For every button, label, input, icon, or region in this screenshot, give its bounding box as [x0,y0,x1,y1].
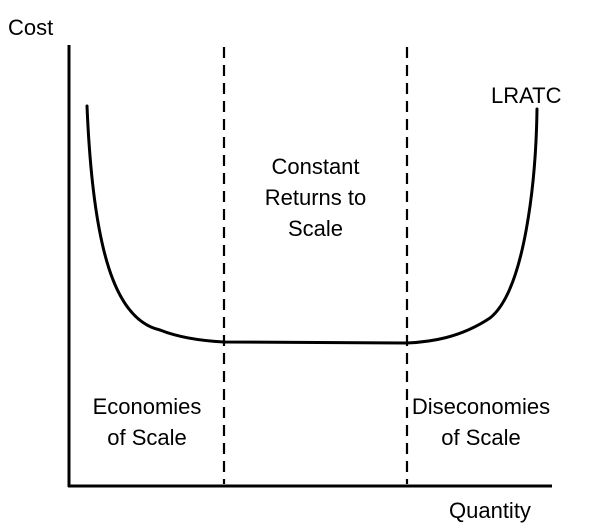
y-axis-label: Cost [8,15,54,40]
economies-line-2: of Scale [107,425,187,450]
constant-returns-line-1: Constant [271,154,360,179]
constant-returns-line-2: Returns to [264,185,367,210]
constant-returns-line-3: Scale [287,216,344,241]
diseconomies-line-1: Diseconomies [411,394,551,419]
lratc-curve [85,104,539,345]
x-axis-label: Quantity [449,498,531,523]
constant-returns-label: Constant Returns to Scale [224,151,407,244]
economies-line-1: Economies [92,394,202,419]
diseconomies-line-2: of Scale [441,425,521,450]
diseconomies-label: Diseconomies of Scale [405,391,557,453]
economies-label: Economies of Scale [72,391,222,453]
curve-label: LRATC [491,83,562,108]
